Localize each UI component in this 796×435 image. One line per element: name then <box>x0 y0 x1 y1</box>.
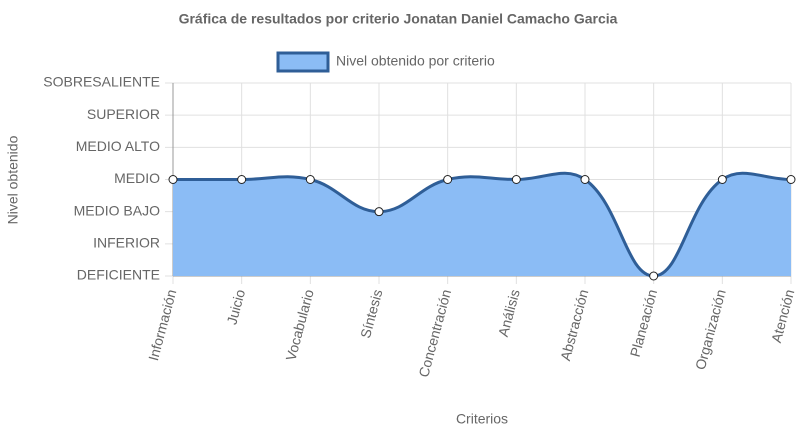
legend-swatch <box>276 51 330 73</box>
y-tick-label: INFERIOR <box>93 235 160 251</box>
point <box>511 175 521 184</box>
x-tick-label: Organización <box>692 288 729 372</box>
point <box>305 175 315 184</box>
point <box>237 175 247 184</box>
y-tick-label: MEDIO <box>114 170 160 186</box>
x-tick-label: Juicio <box>223 287 248 326</box>
x-tick-label: Planeación <box>627 288 660 359</box>
y-tick-label: DEFICIENTE <box>77 267 160 283</box>
chart-title: Gráfica de resultados por criterio Jonat… <box>179 11 618 27</box>
point <box>168 175 178 184</box>
point <box>649 271 659 281</box>
x-axis-title: Criterios <box>456 411 508 427</box>
point <box>786 175 796 184</box>
y-tick-label: SUPERIOR <box>87 106 160 122</box>
point <box>374 207 384 217</box>
legend-label: Nivel obtenido por criterio <box>336 53 495 69</box>
x-tick-label: Abstracción <box>557 288 591 363</box>
x-tick-label: Análisis <box>495 288 523 339</box>
line <box>173 171 792 278</box>
x-tick-label: Concentración <box>415 288 454 379</box>
x-tick-label: Síntesis <box>357 288 385 340</box>
point <box>443 175 453 184</box>
x-tick-label: Vocabulario <box>282 287 316 362</box>
y-axis-title: Nivel obtenido <box>5 135 21 224</box>
y-tick-label: SOBRESALIENTE <box>43 74 160 90</box>
x-tick-label: Información <box>145 288 179 363</box>
y-tick-label: MEDIO ALTO <box>76 138 160 154</box>
point <box>717 175 727 184</box>
point <box>580 175 590 184</box>
x-tick-label: Atención <box>768 288 796 345</box>
area <box>173 173 791 276</box>
y-tick-label: MEDIO BAJO <box>74 202 160 218</box>
